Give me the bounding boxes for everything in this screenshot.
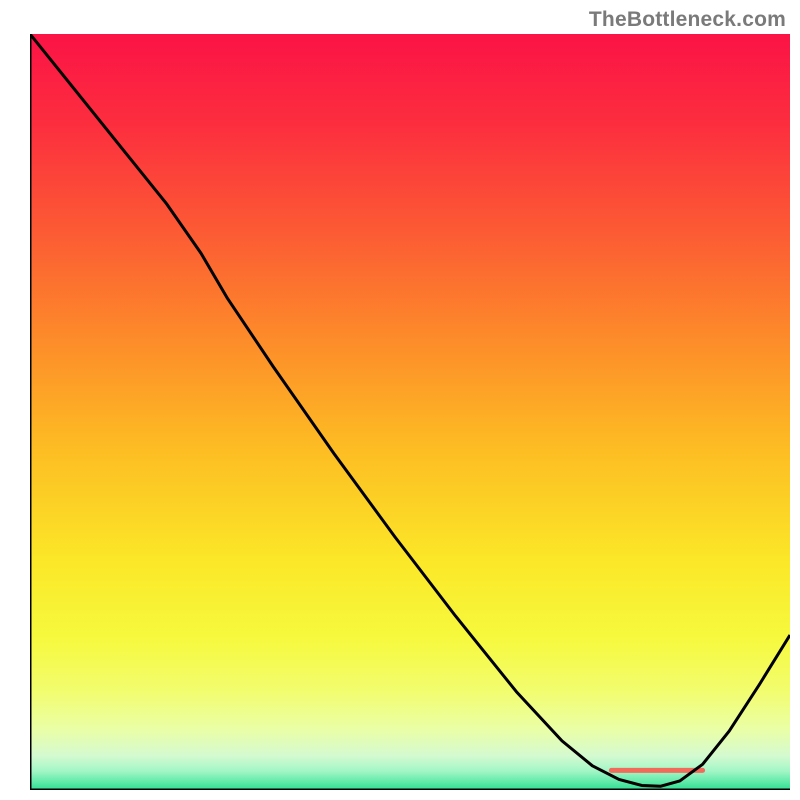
chart bbox=[30, 34, 790, 790]
watermark-text: TheBottleneck.com bbox=[589, 8, 786, 32]
chart-background bbox=[30, 34, 790, 790]
